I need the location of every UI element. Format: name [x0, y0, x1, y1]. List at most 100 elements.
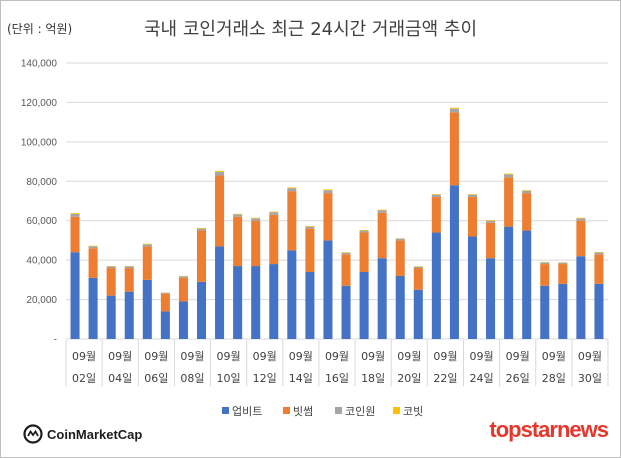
bar-segment-1-09월 08일 — [178, 301, 188, 339]
bar-segment-2-09월 08일 — [178, 277, 188, 302]
legend-label: 빗썸 — [293, 405, 313, 418]
x-tick-label-month: 09월 — [180, 350, 204, 363]
bar-segment-1-09월 11일 — [233, 266, 243, 339]
x-tick-label-day: 16일 — [325, 371, 349, 385]
bar-segment-3-09월 15일 — [305, 226, 315, 229]
x-tick-label-month: 09월 — [289, 350, 313, 363]
x-tick-label-day: 18일 — [361, 371, 385, 385]
x-tick-label-month: 09월 — [542, 350, 566, 363]
bar-segment-4-09월 02일 — [70, 213, 80, 214]
bar-segment-3-09월 21일 — [413, 266, 423, 269]
bar-segment-1-09월 24일 — [467, 236, 478, 339]
bar-segment-3-09월 28일 — [540, 262, 550, 265]
bar-segment-1-09월 18일 — [359, 271, 369, 339]
x-tick-label-month: 09월 — [144, 350, 168, 363]
x-tick-label-day: 30일 — [578, 371, 602, 385]
x-tick-label-month: 09월 — [578, 350, 602, 363]
bar-segment-2-09월 06일 — [142, 246, 152, 280]
bar-segment-4-09월 24일 — [467, 194, 478, 195]
bar-segment-4-09월 11일 — [233, 213, 243, 215]
bar-segment-1-09월 14일 — [287, 250, 297, 339]
bar-segment-1-09월 22일 — [431, 232, 441, 339]
bar-segment-1-09월 03일 — [88, 277, 98, 339]
bar-segment-3-09월 06일 — [142, 244, 152, 247]
x-tick-label-month: 09월 — [361, 350, 385, 363]
bar-segment-3-09월 09일 — [196, 228, 207, 231]
bar-segment-2-09월 15일 — [305, 228, 315, 272]
bar-segment-4-09월 03일 — [88, 245, 98, 247]
x-tick-label-day: 04일 — [108, 371, 132, 385]
bar-segment-1-09월 26일 — [504, 226, 514, 339]
x-tick-label-month: 09월 — [325, 350, 349, 363]
x-tick-label-month: 09월 — [72, 350, 96, 363]
bar-segment-2-09월 18일 — [359, 232, 369, 272]
bar-segment-1-09월 21일 — [413, 289, 423, 339]
bar-segment-1-09월 27일 — [522, 230, 532, 339]
bar-segment-3-09월 12일 — [251, 218, 261, 221]
bar-segment-2-10월 01일 — [594, 254, 604, 284]
bar-segment-4-09월 27일 — [522, 190, 532, 191]
bar-segment-3-09월 11일 — [233, 214, 243, 217]
bar-segment-2-09월 26일 — [504, 177, 514, 227]
bar-segment-4-09월 06일 — [142, 243, 152, 245]
x-tick-label-month: 09월 — [108, 350, 132, 363]
chart-title: 국내 코인거래소 최근 24시간 거래금액 추이 — [143, 19, 478, 40]
bar-segment-1-09월 17일 — [341, 285, 351, 339]
legend-label: 코빗 — [403, 405, 423, 418]
bar-segment-3-09월 30일 — [576, 218, 586, 221]
bar-segment-1-09월 30일 — [576, 256, 586, 339]
bar-segment-1-09월 29일 — [558, 283, 568, 339]
bar-segment-2-09월 24일 — [467, 197, 478, 237]
y-tick-label: 60,000 — [26, 216, 57, 227]
bar-segment-2-09월 02일 — [70, 216, 80, 253]
bar-segment-4-09월 19일 — [377, 209, 387, 211]
bar-segment-3-10월 01일 — [594, 252, 604, 255]
bar-segment-3-09월 17일 — [341, 252, 351, 255]
bar-segment-2-09월 17일 — [341, 254, 351, 286]
bar-segment-2-09월 03일 — [88, 248, 98, 278]
coinmarketcap-icon — [23, 424, 43, 444]
x-tick-label-month: 09월 — [506, 350, 530, 363]
bar-segment-4-09월 13일 — [269, 211, 279, 213]
bar-segment-3-09월 29일 — [558, 262, 568, 265]
bar-segment-1-09월 19일 — [377, 258, 387, 339]
bar-segment-4-09월 16일 — [323, 189, 333, 191]
bar-segment-2-09월 14일 — [287, 191, 297, 251]
coinmarketcap-name: CoinMarketCap — [47, 426, 143, 442]
bar-segment-3-09월 02일 — [70, 213, 80, 217]
bar-segment-2-09월 29일 — [558, 264, 568, 284]
y-tick-label: 20,000 — [26, 295, 57, 306]
bar-segment-1-09월 06일 — [142, 279, 152, 339]
x-tick-label-month: 09월 — [469, 350, 493, 363]
bar-segment-4-09월 14일 — [287, 187, 297, 189]
bar-segment-3-09월 08일 — [178, 276, 188, 278]
bar-segment-1-09월 13일 — [269, 264, 279, 339]
bar-segment-1-09월 07일 — [160, 311, 170, 339]
bar-segment-2-09월 28일 — [540, 264, 550, 286]
y-tick-label: - — [54, 335, 57, 346]
bar-segment-1-09월 23일 — [449, 185, 459, 339]
x-tick-label-day: 24일 — [469, 371, 493, 385]
legend-label: 업비트 — [232, 405, 262, 418]
bar-segment-1-09월 15일 — [305, 271, 315, 339]
bar-segment-3-09월 03일 — [88, 246, 98, 249]
y-tick-label: 100,000 — [21, 137, 58, 148]
x-tick-label-day: 10일 — [217, 371, 241, 385]
x-tick-label-day: 22일 — [433, 371, 457, 385]
legend-swatch — [393, 407, 400, 414]
bar-segment-2-09월 09일 — [196, 230, 207, 282]
bar-segment-2-09월 30일 — [576, 220, 586, 257]
bar-segment-3-09월 24일 — [467, 194, 478, 198]
bar-segment-2-09월 27일 — [522, 193, 532, 231]
bar-segment-3-09월 27일 — [522, 190, 532, 194]
bar-segment-3-09월 05일 — [124, 266, 134, 269]
x-tick-label-month: 09월 — [433, 350, 457, 363]
bar-segment-2-09월 13일 — [269, 214, 279, 265]
bar-segment-2-09월 23일 — [449, 112, 459, 186]
bar-segment-4-09월 26일 — [504, 173, 514, 175]
bar-segment-2-09월 22일 — [431, 197, 441, 233]
x-tick-label-day: 20일 — [397, 371, 421, 385]
bar-segment-3-09월 25일 — [486, 220, 496, 223]
bar-segment-3-09월 14일 — [287, 188, 297, 192]
